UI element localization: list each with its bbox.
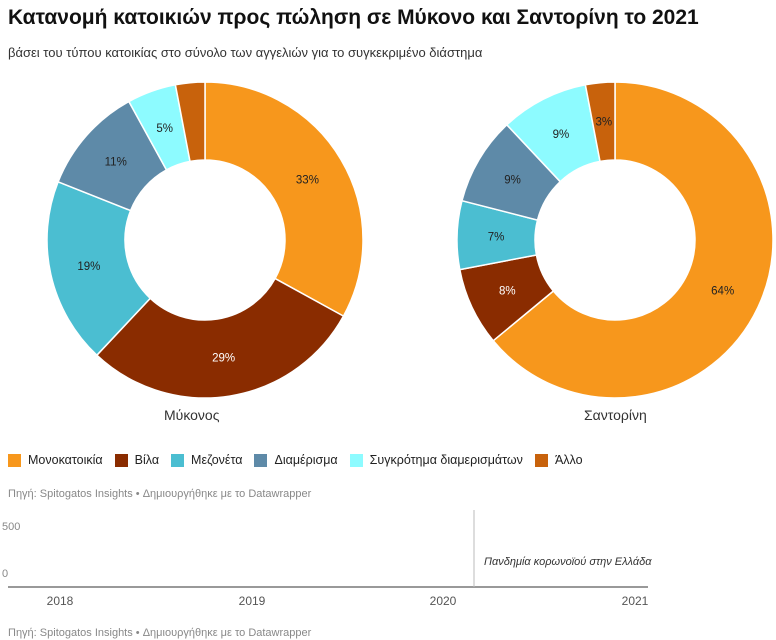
chart-subtitle: βάσει του τύπου κατοικίας στο σύνολο των…	[8, 45, 483, 60]
slice-label-mykonos-0: 33%	[296, 174, 319, 186]
legend-item-2: Μεζονέτα	[171, 453, 242, 467]
legend-swatch	[349, 453, 363, 467]
slice-label-mykonos-4: 5%	[156, 123, 173, 135]
legend-item-5: Άλλο	[534, 453, 583, 467]
legend-item-4: Συγκρότημα διαμερισμάτων	[349, 453, 523, 467]
legend-swatch	[254, 453, 268, 467]
timeline-x-tick-2: 2020	[430, 594, 457, 608]
legend-item-3: Διαμέρισμα	[254, 453, 338, 467]
slice-mykonos-5	[174, 81, 206, 163]
chart-label-mykonos: Μύκονος	[164, 407, 220, 423]
slice-label-santorini-4: 9%	[553, 129, 570, 141]
legend-label: Διαμέρισμα	[274, 453, 338, 467]
slice-label-santorini-0: 64%	[711, 286, 734, 298]
source-note-2: Πηγή: Spitogatos Insights • Δημιουργήθηκ…	[8, 627, 312, 639]
slice-label-santorini-1: 8%	[499, 286, 516, 298]
timeline-x-tick-0: 2018	[47, 594, 74, 608]
timeline-y-tick-0: 500	[2, 521, 20, 533]
legend-swatch	[114, 453, 128, 467]
donut-charts: 33% 29% 19% 11% 5% 64% 8% 7% 9% 9% 3%	[46, 81, 774, 399]
legend-swatch	[534, 453, 548, 467]
slice-label-mykonos-1: 29%	[212, 353, 235, 365]
source-note: Πηγή: Spitogatos Insights • Δημιουργήθηκ…	[8, 488, 312, 500]
slice-mykonos-0	[204, 81, 364, 318]
slice-label-mykonos-2: 19%	[77, 261, 100, 273]
slice-santorini-5	[584, 81, 616, 163]
slice-mykonos-1	[95, 277, 345, 399]
legend-swatch	[8, 453, 21, 467]
slice-label-santorini-5: 3%	[595, 117, 612, 129]
slice-label-santorini-2: 7%	[488, 231, 505, 243]
chart-label-santorini: Σαντορίνη	[584, 407, 647, 423]
slice-santorini-0	[492, 81, 774, 399]
legend-label: Μεζονέτα	[191, 453, 243, 467]
legend-item-0: Μονοκατοικία	[8, 453, 103, 467]
timeline-x-tick-1: 2019	[239, 594, 266, 608]
timeline-y-tick-1: 0	[2, 568, 8, 580]
legend-label: Συγκρότημα διαμερισμάτων	[369, 453, 523, 467]
pandemic-annotation: Πανδημία κορωνοϊού στην Ελλάδα	[484, 556, 652, 568]
slice-mykonos-2	[46, 180, 152, 357]
legend: Μονοκατοικία Βίλα Μεζονέτα Διαμέρισμα Συγκρό…	[8, 453, 595, 467]
timeline-x-tick-3: 2021	[622, 594, 649, 608]
chart-title: Κατανομή κατοικιών προς πώληση σε Μύκονο…	[8, 6, 699, 29]
slice-label-mykonos-3: 11%	[105, 156, 127, 168]
legend-swatch	[171, 453, 185, 467]
legend-label: Βίλα	[134, 453, 160, 467]
slice-label-santorini-3: 9%	[504, 174, 521, 186]
legend-label: Άλλο	[554, 453, 583, 467]
legend-item-1: Βίλα	[114, 453, 160, 467]
timeline-chart: 500 0 2018 2019 2020 2021 Πανδημία κορωνοϊού σ…	[2, 510, 652, 608]
legend-label: Μονοκατοικία	[28, 453, 103, 467]
